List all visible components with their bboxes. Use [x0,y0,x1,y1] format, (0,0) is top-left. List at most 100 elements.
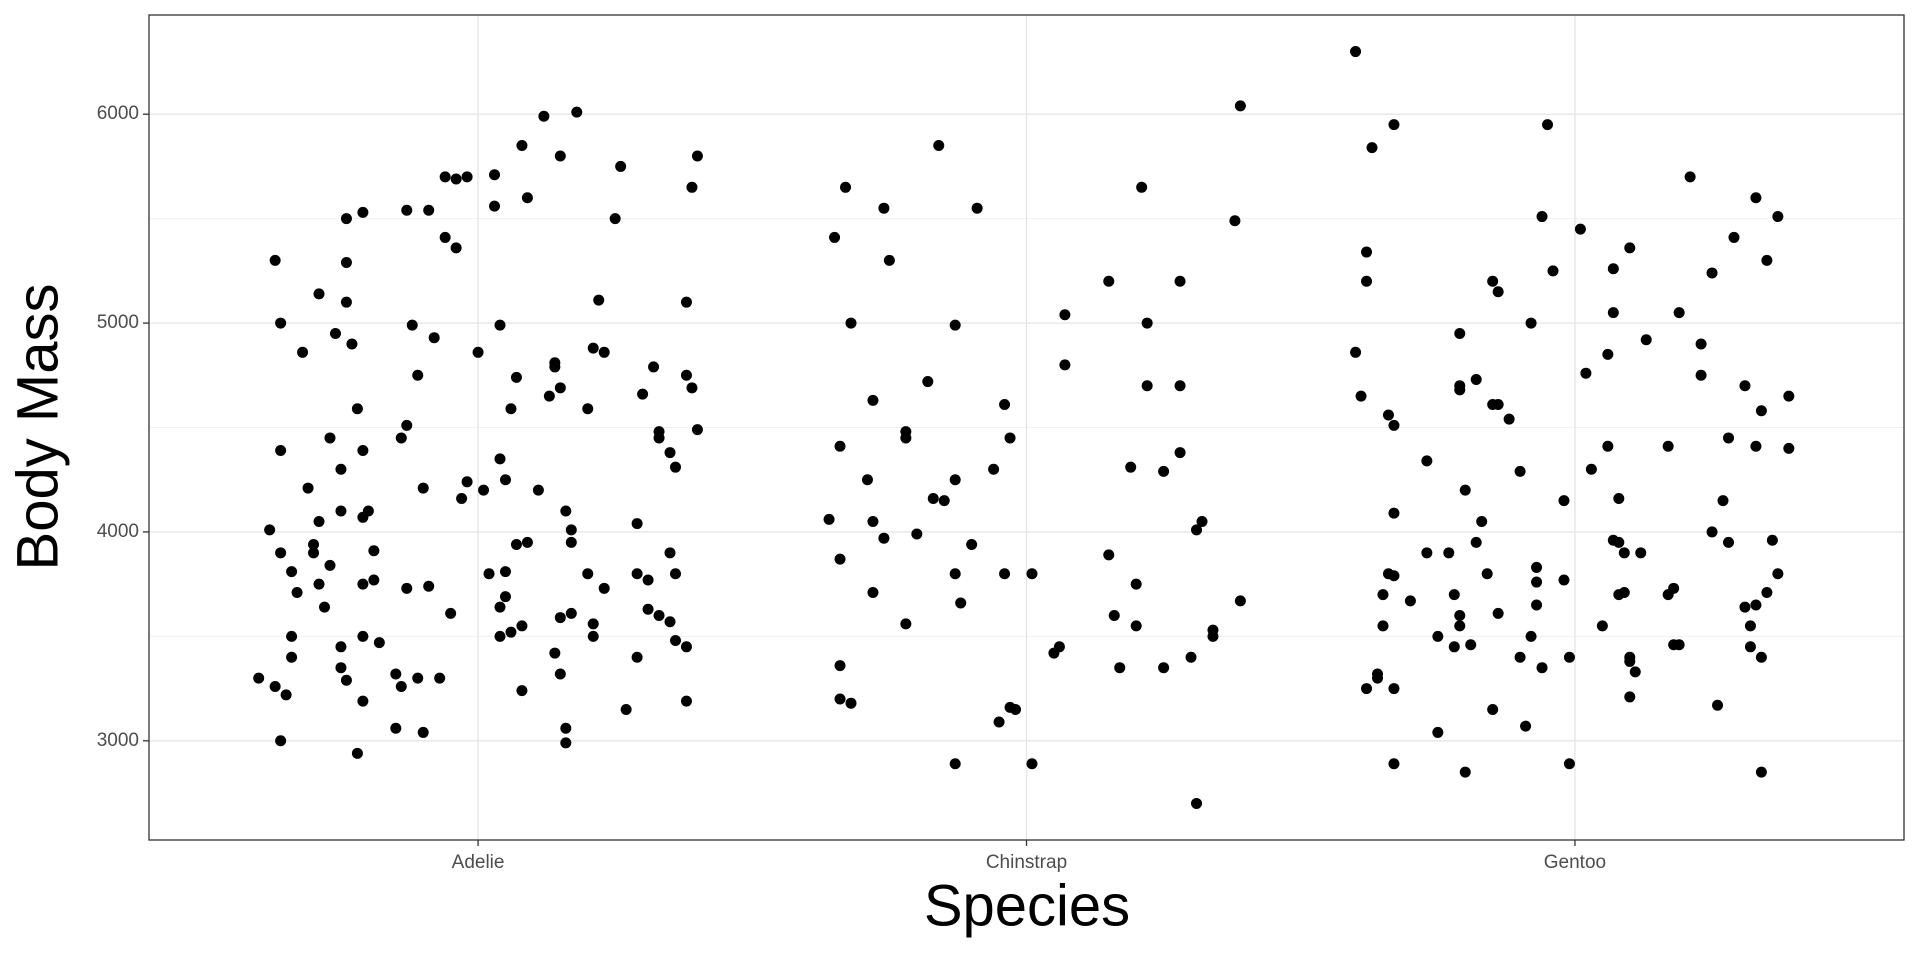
point [489,169,501,181]
point [297,346,309,358]
point [883,254,895,266]
point [478,484,490,496]
x-axis-title: Species [924,873,1130,938]
y-tick-label: 4000 [97,521,139,542]
point [1361,683,1373,695]
point [494,601,506,613]
point [686,382,698,394]
point [1487,275,1499,287]
point [1547,265,1559,277]
point [351,747,363,759]
point [565,524,577,536]
point [275,735,287,747]
point [560,722,572,734]
point [521,192,533,204]
point [999,399,1011,411]
point [900,618,912,630]
point [351,403,363,415]
point [1613,493,1625,505]
point [1114,662,1126,674]
point [1755,766,1767,778]
point [308,538,320,550]
point [949,568,961,580]
point [1382,409,1394,421]
point [340,296,352,308]
y-tick-label: 6000 [97,103,139,124]
point [308,547,320,559]
point [1421,547,1433,559]
point [1207,630,1219,642]
point [1130,578,1142,590]
point [829,231,841,243]
point [253,672,265,684]
x-tick-label: Gentoo [1544,852,1606,873]
point [1350,346,1362,358]
point [620,703,632,715]
point [1514,651,1526,663]
point [335,463,347,475]
point [1673,307,1685,319]
point [1141,380,1153,392]
point [1739,380,1751,392]
point [357,444,369,456]
point [670,635,681,647]
point [1695,338,1707,350]
point [1443,547,1455,559]
point [1476,515,1488,527]
point [840,181,852,193]
point [340,257,352,268]
point [1492,286,1504,298]
point [1136,181,1148,193]
point [587,342,599,354]
point [933,140,945,152]
point [499,566,511,578]
point [1454,609,1466,621]
point [472,346,484,358]
point [1191,524,1203,536]
point [340,674,352,686]
point [966,538,978,550]
point [1739,601,1751,613]
point [505,403,517,415]
point [1717,495,1729,507]
point [1459,484,1471,496]
point [560,737,572,749]
point [264,524,276,536]
point [1624,691,1636,703]
point [538,110,550,122]
point [1361,275,1373,287]
point [1531,599,1543,611]
point [587,630,599,642]
point [587,618,599,630]
point [834,660,846,672]
point [324,432,336,444]
point [269,254,281,266]
point [324,559,336,571]
point [549,647,561,659]
point [1130,620,1142,632]
point [1750,599,1762,611]
point [1481,568,1493,580]
point [1191,797,1203,809]
point [1454,328,1466,340]
point [494,453,506,465]
y-axis-title: Body Mass [5,284,70,571]
point [615,160,627,172]
point [417,726,429,738]
point [1536,211,1548,223]
point [1629,666,1641,678]
point [867,587,879,598]
point [642,603,654,615]
x-tick-label: Chinstrap [986,852,1067,873]
point [499,474,511,486]
point [1470,536,1482,548]
point [1624,651,1636,663]
point [1750,192,1762,204]
point [346,338,358,350]
point [1761,254,1773,266]
point [510,538,522,550]
point [1635,547,1647,559]
point [1388,570,1400,582]
x-tick-label: Adelie [452,852,505,873]
